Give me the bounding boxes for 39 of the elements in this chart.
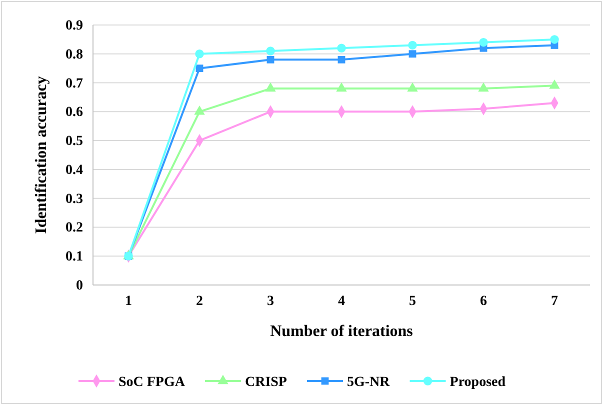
- point: [196, 64, 204, 72]
- point: [549, 79, 560, 89]
- x-tick-label: 1: [125, 294, 132, 309]
- x-tick-label: 5: [409, 294, 416, 309]
- y-tick-label: 0.5: [66, 134, 83, 150]
- point: [338, 56, 346, 64]
- point: [337, 44, 346, 52]
- point: [266, 46, 275, 56]
- legend-label: SoC FPGA: [118, 375, 186, 390]
- point: [266, 56, 274, 64]
- x-axis-title: Number of iterations: [270, 323, 413, 340]
- y-tick-label: 0.9: [66, 18, 83, 34]
- point: [265, 82, 276, 92]
- x-tick-label: 3: [267, 294, 274, 309]
- point: [478, 82, 489, 92]
- point: [408, 40, 417, 50]
- y-tick-label: 0.7: [66, 76, 83, 92]
- point: [479, 38, 488, 47]
- point: [407, 82, 418, 92]
- y-tick-label: 0: [76, 278, 83, 294]
- point: [336, 82, 347, 92]
- x-tick-label: 7: [551, 294, 558, 309]
- x-tick-label: 4: [338, 294, 345, 309]
- legend-label: 5G-NR: [346, 375, 391, 390]
- y-tick-label: 0.4: [66, 162, 83, 178]
- legend-label: CRISP: [244, 375, 288, 390]
- y-tick-label: 0.3: [66, 192, 83, 207]
- y-tick-label: 0.1: [66, 250, 83, 265]
- y-tick-label: 0.6: [66, 105, 83, 120]
- y-tick-label: 0.2: [66, 220, 83, 236]
- y-axis-title: Identification accuracy: [33, 76, 50, 234]
- point: [194, 105, 205, 115]
- y-tick-label: 0.8: [66, 47, 83, 62]
- point: [195, 50, 204, 58]
- point: [408, 50, 416, 58]
- x-tick-label: 2: [196, 294, 203, 309]
- point: [550, 35, 559, 44]
- x-tick-label: 6: [480, 294, 487, 309]
- legend-label: Proposed: [450, 375, 506, 390]
